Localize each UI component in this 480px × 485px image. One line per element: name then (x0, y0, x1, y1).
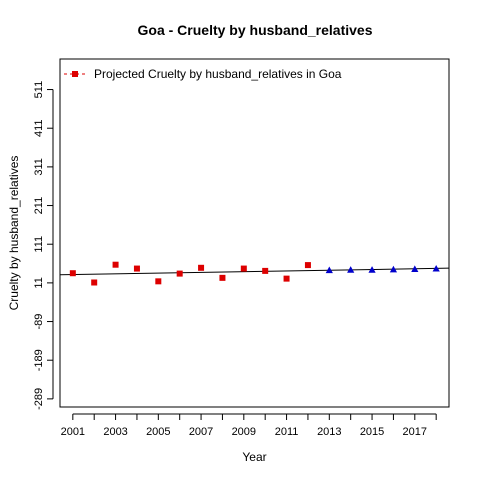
legend-marker (72, 71, 78, 77)
x-tick-label-2009: 2009 (232, 426, 256, 438)
y-axis-title: Cruelty by husband_relatives (7, 156, 21, 311)
data-point-projected-2018 (432, 264, 440, 272)
data-point-projected-2015 (368, 266, 376, 273)
x-tick-label-2017: 2017 (403, 426, 427, 438)
plot-frame (59, 58, 450, 408)
chart-title: Goa - Cruelty by husband_relatives (137, 22, 373, 38)
data-point-actual-2005 (155, 278, 162, 285)
x-tick-label-2015: 2015 (360, 426, 384, 438)
data-point-actual-2011 (283, 275, 290, 282)
y-tick-label--289: -289 (33, 388, 45, 410)
data-point-actual-2009 (240, 265, 247, 272)
data-point-actual-2007 (198, 264, 205, 271)
data-point-actual-2008 (219, 274, 226, 281)
data-point-actual-2002 (91, 279, 98, 286)
x-tick-label-2013: 2013 (317, 426, 341, 438)
data-point-projected-2014 (347, 266, 355, 273)
data-point-actual-2010 (262, 267, 269, 274)
y-tick-label-511: 511 (33, 81, 45, 99)
x-tick-label-2007: 2007 (189, 426, 213, 438)
y-tick-label-311: 311 (33, 158, 45, 176)
y-tick-label-111: 111 (33, 236, 45, 253)
y-tick-label-211: 211 (33, 197, 45, 215)
x-tick-label-2011: 2011 (275, 426, 299, 438)
y-tick-label--189: -189 (33, 349, 45, 371)
data-point-actual-2006 (176, 270, 183, 277)
data-point-projected-2013 (325, 266, 333, 274)
x-tick-label-2003: 2003 (103, 426, 127, 438)
data-point-projected-2017 (411, 265, 419, 272)
y-tick-label-411: 411 (33, 119, 45, 137)
data-point-actual-2004 (133, 265, 140, 272)
data-point-actual-2001 (69, 270, 76, 277)
data-point-actual-2012 (304, 262, 311, 269)
x-tick-label-2001: 2001 (61, 426, 85, 438)
trend-line (59, 267, 450, 276)
x-tick-label-2005: 2005 (146, 426, 170, 438)
legend-label: Projected Cruelty by husband_relatives i… (94, 67, 342, 81)
data-point-actual-2003 (112, 261, 119, 268)
y-tick-label--89: -89 (33, 314, 45, 330)
data-point-projected-2016 (389, 265, 398, 273)
y-tick-label-11: 11 (33, 277, 45, 288)
x-axis-title: Year (242, 450, 266, 464)
